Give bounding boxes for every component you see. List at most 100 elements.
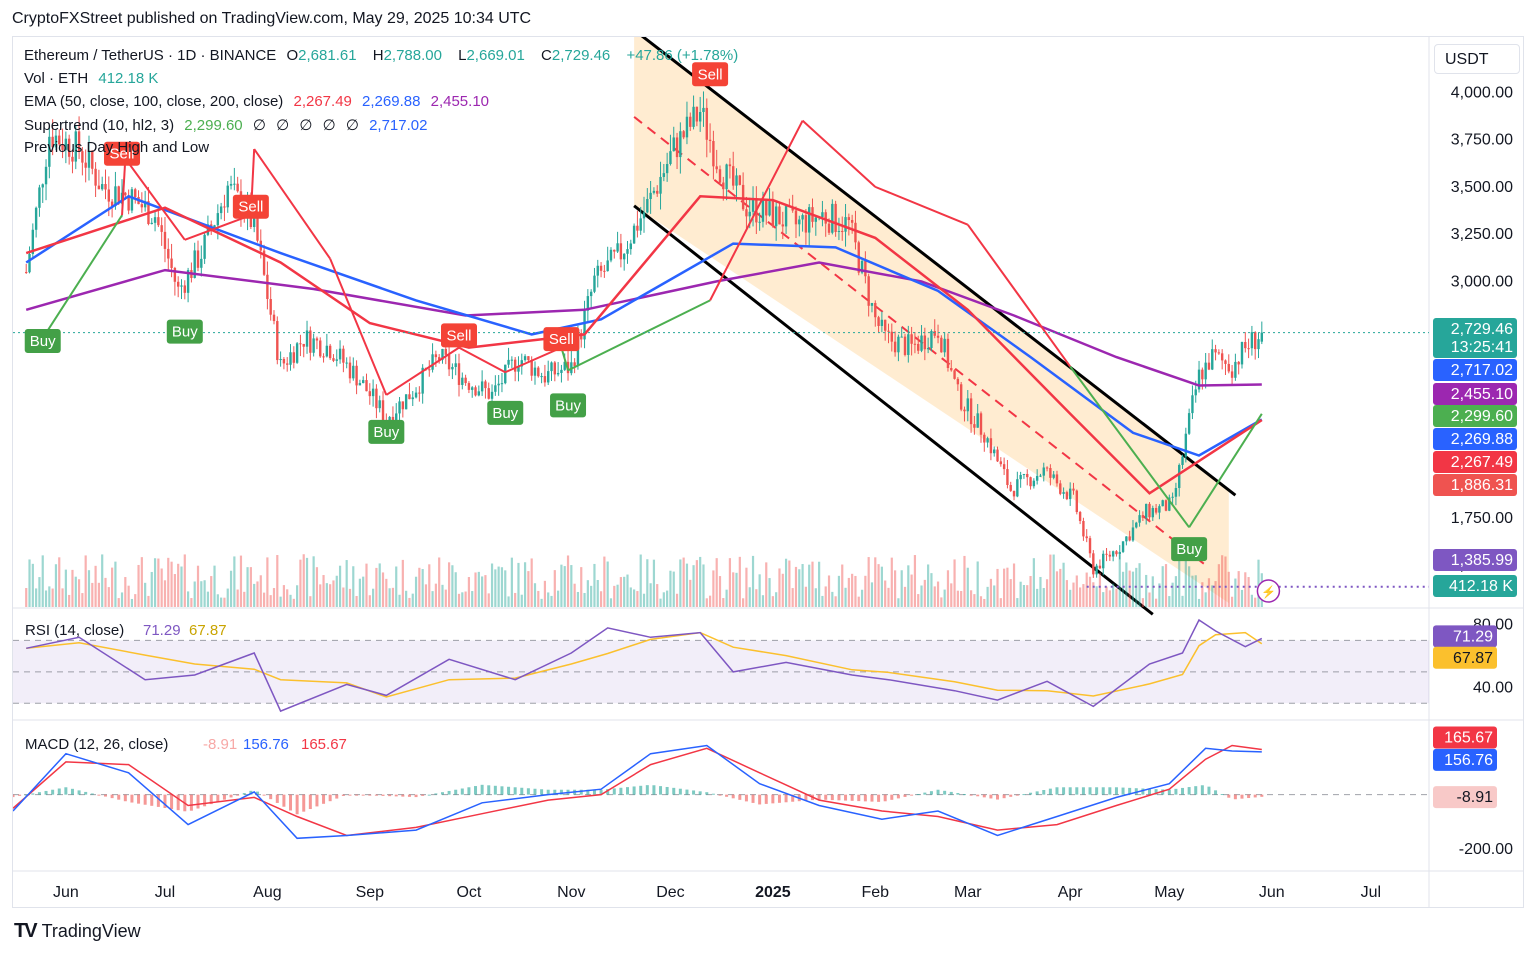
candle-body xyxy=(1035,475,1039,481)
candle-body xyxy=(563,361,566,370)
candle-body xyxy=(1075,490,1079,513)
volume-bar xyxy=(177,563,180,607)
candle-body xyxy=(97,185,101,190)
time-axis-label: Dec xyxy=(656,884,684,901)
macd-histogram-bar xyxy=(1121,787,1125,795)
candle-body xyxy=(471,387,474,390)
volume-bar xyxy=(827,575,831,607)
rsi-value-pill-label: 71.29 xyxy=(1453,628,1493,645)
volume-bar xyxy=(286,589,289,607)
macd-histogram-bar xyxy=(374,794,378,796)
candle-body xyxy=(25,271,28,273)
price-label-value: 2,269.88 xyxy=(1451,431,1513,448)
volume-bar xyxy=(130,598,134,607)
macd-histogram-bar xyxy=(1207,786,1211,795)
macd-histogram-bar xyxy=(916,794,920,796)
candle-body xyxy=(1026,473,1029,478)
candle-body xyxy=(649,192,652,200)
footer-logo[interactable]: TV TradingView xyxy=(14,920,141,943)
candle-body xyxy=(672,137,675,152)
candle-body xyxy=(1059,483,1062,494)
macd-histogram-bar xyxy=(771,794,775,804)
volume-bar xyxy=(1197,598,1201,607)
volume-bar xyxy=(946,570,950,607)
candle-body xyxy=(748,211,751,217)
symbol-name[interactable]: Ethereum / TetherUS · 1D · BINANCE xyxy=(24,47,277,64)
candle-body xyxy=(1016,479,1019,497)
volume-bar xyxy=(755,589,758,607)
candle-body xyxy=(322,356,325,358)
candle-body xyxy=(348,362,352,379)
volume-bar xyxy=(163,580,167,607)
macd-histogram-bar xyxy=(130,794,134,803)
macd-histogram-bar xyxy=(625,787,629,795)
candle-body xyxy=(315,338,319,341)
volume-bar xyxy=(223,597,226,607)
chart-canvas[interactable]: Buy Sell Buy Sell Buy Sell Buy Sell Buy Sell Buy 4,… xyxy=(13,37,1523,907)
candle-body xyxy=(328,345,332,359)
candle-body xyxy=(414,392,418,398)
chart-frame[interactable]: Buy Sell Buy Sell Buy Sell Buy Sell Buy Sell Buy 4,… xyxy=(12,36,1524,908)
currency-button[interactable]: USDT xyxy=(1434,44,1520,74)
volume-label[interactable]: Vol · ETH xyxy=(24,70,89,87)
volume-bar xyxy=(362,576,365,607)
volume-bar xyxy=(236,589,239,607)
macd-histogram-bar xyxy=(90,793,94,795)
candle-body xyxy=(1171,496,1174,498)
candle-body xyxy=(1191,395,1194,414)
volume-bar xyxy=(418,567,421,607)
candle-body xyxy=(51,136,54,148)
volume-bar xyxy=(718,576,722,607)
macd-histogram-bar xyxy=(1260,794,1264,797)
buy-signal-label: Buy xyxy=(555,397,581,414)
volume-bar xyxy=(1026,585,1029,607)
candle-body xyxy=(352,365,355,379)
supertrend-segment xyxy=(1188,413,1263,528)
macd-histogram-bar xyxy=(962,794,966,796)
candle-body xyxy=(616,243,619,252)
macd-histogram-bar xyxy=(150,794,154,806)
candles-group xyxy=(25,91,1264,578)
macd-histogram-bar xyxy=(1214,790,1218,795)
candle-body xyxy=(1135,522,1138,528)
candle-body xyxy=(368,391,372,397)
candle-body xyxy=(1224,360,1227,364)
buy-signal-badge xyxy=(368,419,405,444)
volume-bar xyxy=(580,567,583,607)
candle-body xyxy=(963,409,966,412)
volume-bar xyxy=(956,590,959,607)
candle-body xyxy=(560,369,563,373)
volume-bar xyxy=(1227,571,1230,607)
candle-body xyxy=(292,352,296,363)
candle-body xyxy=(487,388,490,399)
macd-histogram-bar xyxy=(500,786,504,795)
candle-body xyxy=(1121,541,1125,552)
macd-histogram-bar xyxy=(817,794,821,800)
volume-bar xyxy=(1062,562,1065,607)
macd-histogram-bar xyxy=(652,785,656,795)
volume-bar xyxy=(517,562,520,607)
candle-body xyxy=(494,385,497,392)
macd-histogram-bar xyxy=(725,794,729,797)
candle-body xyxy=(77,131,81,152)
price-label-pill xyxy=(1433,405,1517,427)
macd-histogram-bar xyxy=(70,788,74,795)
candle-body xyxy=(1227,363,1230,372)
macd-histogram-bar xyxy=(863,794,867,802)
macd-histogram-bar xyxy=(896,794,900,799)
supertrend-label[interactable]: Supertrend (10, hl2, 3) xyxy=(24,117,175,134)
volume-bar xyxy=(1115,588,1118,607)
volume-bar xyxy=(1012,563,1016,607)
candle-body xyxy=(533,367,537,376)
volume-bar xyxy=(1247,577,1250,607)
volume-bar xyxy=(566,555,570,607)
volume-bar xyxy=(312,556,315,607)
candle-body xyxy=(223,206,226,208)
pdhl-label[interactable]: Previous Day High and Low xyxy=(24,139,210,156)
candle-body xyxy=(801,215,804,220)
time-axis-label: 2025 xyxy=(755,884,791,901)
volume-bar xyxy=(748,587,751,607)
volume-bar xyxy=(900,570,903,607)
ema-label[interactable]: EMA (50, close, 100, close, 200, close) xyxy=(24,93,284,110)
volume-bar xyxy=(732,572,735,607)
